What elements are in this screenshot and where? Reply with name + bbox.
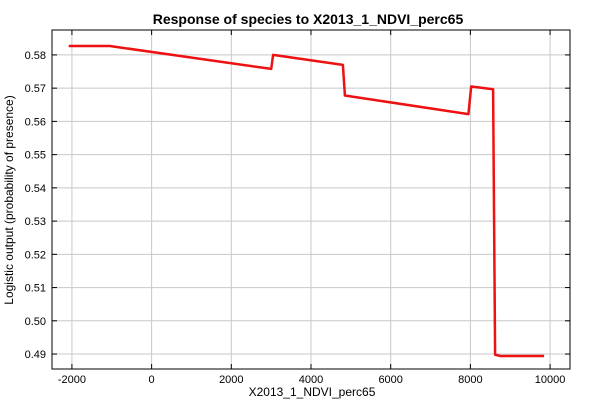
chart-title: Response of species to X2013_1_NDVI_perc… bbox=[153, 11, 464, 27]
y-tick-label: 0.57 bbox=[25, 83, 46, 95]
x-tick-label: 10000 bbox=[535, 374, 566, 386]
y-tick-label: 0.53 bbox=[25, 216, 46, 228]
y-tick-label: 0.54 bbox=[25, 183, 46, 195]
y-tick-label: 0.51 bbox=[25, 283, 46, 295]
series-layer bbox=[68, 44, 545, 358]
y-tick-label: 0.55 bbox=[25, 150, 46, 162]
x-tick-label: 0 bbox=[149, 374, 155, 386]
y-tick-label: 0.52 bbox=[25, 249, 46, 261]
x-tick-label: 4000 bbox=[299, 374, 323, 386]
x-tick-label: 6000 bbox=[378, 374, 402, 386]
x-tick-label: -2000 bbox=[58, 374, 86, 386]
response-curve bbox=[68, 44, 545, 358]
axis-ticks: -2000 0 2000 4000 6000 8000 10000 0.49 0.50 0.51 0… bbox=[25, 30, 570, 386]
y-tick-label: 0.49 bbox=[25, 349, 46, 361]
x-tick-label: 8000 bbox=[458, 374, 482, 386]
x-tick-label: 2000 bbox=[219, 374, 243, 386]
x-axis-label: X2013_1_NDVI_perc65 bbox=[249, 385, 376, 399]
y-tick-label: 0.58 bbox=[25, 50, 46, 62]
grid bbox=[52, 30, 570, 369]
y-tick-label: 0.56 bbox=[25, 116, 46, 128]
y-tick-label: 0.50 bbox=[25, 316, 46, 328]
y-axis-label: Logistic output (probability of presence… bbox=[2, 95, 16, 304]
